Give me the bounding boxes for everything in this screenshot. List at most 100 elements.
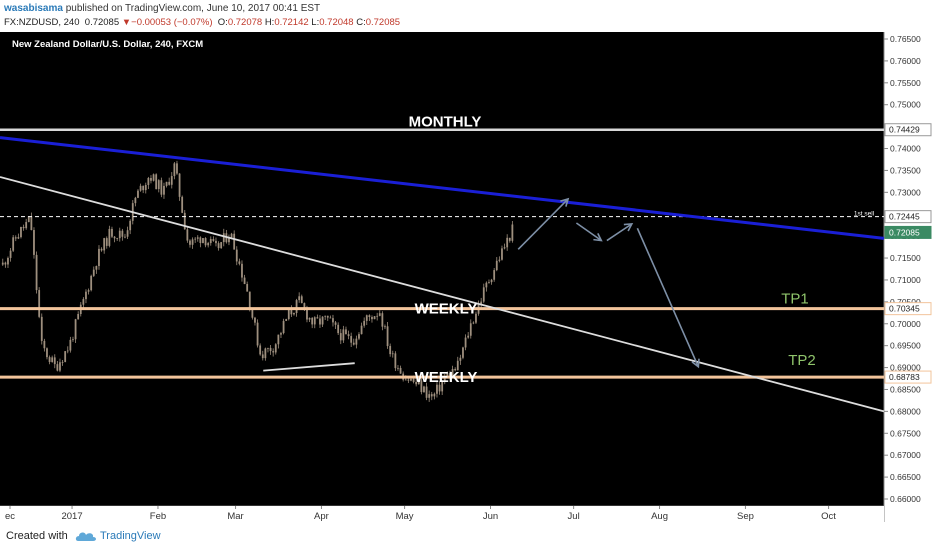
candle (222, 233, 225, 243)
author-link[interactable]: wasabisama (4, 3, 63, 14)
candle (160, 180, 163, 195)
chart-title: New Zealand Dollar/U.S. Dollar, 240, FXC… (12, 39, 203, 50)
candle (287, 309, 290, 320)
y-tick-label: 0.76000 (890, 56, 921, 66)
candle (342, 329, 345, 341)
candle (259, 345, 262, 355)
candle (48, 357, 51, 362)
tp1-label: TP1 (781, 291, 809, 308)
candle (480, 301, 483, 305)
candle (53, 357, 56, 365)
white-higher-lows-line (263, 362, 355, 372)
time-axis[interactable] (0, 506, 884, 522)
candle (503, 247, 506, 249)
projection-arrow (636, 227, 700, 368)
tradingview-link[interactable]: TradingView (100, 530, 161, 542)
projection-arrow (517, 198, 569, 250)
candle (371, 317, 373, 320)
candle (251, 309, 254, 318)
candle (46, 348, 48, 358)
candle (316, 317, 319, 319)
tradingview-cloud-icon[interactable] (74, 528, 98, 544)
candle (511, 224, 514, 241)
close-label: C: (356, 17, 366, 28)
candle (228, 237, 230, 243)
monthly-label: MONTHLY (409, 114, 482, 131)
open-value: 0.72078 (227, 17, 263, 28)
candle (391, 353, 394, 355)
candle (313, 317, 316, 325)
candle (194, 238, 197, 240)
price-badge (884, 370, 932, 384)
candle (498, 259, 501, 261)
candle (274, 344, 277, 353)
x-tick-label: Oct (821, 511, 836, 522)
candle (196, 237, 199, 239)
candle (113, 236, 116, 239)
x-tick-label: ec (5, 511, 15, 522)
projection-arrow (606, 223, 633, 242)
candle (337, 324, 340, 334)
blue-descending-trendline (0, 136, 885, 240)
arrowhead-icon (691, 358, 700, 369)
candle (329, 317, 332, 319)
candle (311, 317, 314, 325)
candle (82, 299, 85, 305)
candle (202, 238, 204, 244)
candle (417, 380, 420, 385)
symbol-label: FX:NZDUSD, 240 (4, 17, 80, 28)
candle (51, 357, 54, 362)
candle (12, 237, 15, 251)
candle (264, 348, 267, 359)
y-tick-label: 0.70000 (890, 319, 921, 329)
weekly-label-bottom: WEEKLY (415, 369, 478, 386)
candle (459, 357, 462, 361)
price-axis[interactable] (884, 32, 932, 522)
candle (191, 239, 194, 245)
candle (376, 315, 379, 317)
high-label: H: (264, 17, 275, 28)
candle (298, 296, 301, 301)
chart-header: wasabisama published on TradingView.com,… (0, 0, 932, 32)
candle (173, 163, 176, 177)
candle (17, 237, 20, 239)
close-value: 0.72085 (365, 17, 401, 28)
candle (394, 353, 397, 369)
candle (209, 239, 212, 244)
candle (40, 316, 43, 341)
candle (25, 222, 28, 229)
candle (165, 181, 168, 186)
x-tick-label: Jul (568, 511, 580, 522)
candle (134, 197, 137, 204)
candle (326, 315, 329, 318)
candle (482, 287, 485, 302)
candle (176, 163, 178, 174)
candle (345, 329, 347, 335)
candle (485, 282, 488, 288)
candle (77, 314, 80, 320)
plot-area[interactable] (0, 32, 884, 522)
candle (111, 228, 113, 237)
candle (378, 313, 381, 316)
candle (384, 326, 386, 328)
open-label: O: (217, 17, 228, 28)
candle (85, 291, 87, 300)
price-badge-label: 0.70345 (889, 304, 920, 314)
candle (215, 240, 217, 244)
price-chart[interactable]: New Zealand Dollar/U.S. Dollar, 240, FXC… (0, 32, 932, 522)
candle (121, 230, 124, 237)
y-tick-label: 0.73500 (890, 165, 921, 175)
candle (246, 284, 249, 292)
candle (290, 309, 293, 315)
candle (74, 319, 77, 340)
candle (181, 196, 184, 213)
candle (217, 243, 220, 249)
candle (178, 173, 181, 197)
y-tick-label: 0.68000 (890, 406, 921, 416)
candle (261, 354, 264, 359)
candle (14, 237, 17, 239)
candle (347, 334, 350, 337)
y-tick-label: 0.75000 (890, 100, 921, 110)
candle (189, 240, 191, 245)
candle (183, 212, 186, 230)
